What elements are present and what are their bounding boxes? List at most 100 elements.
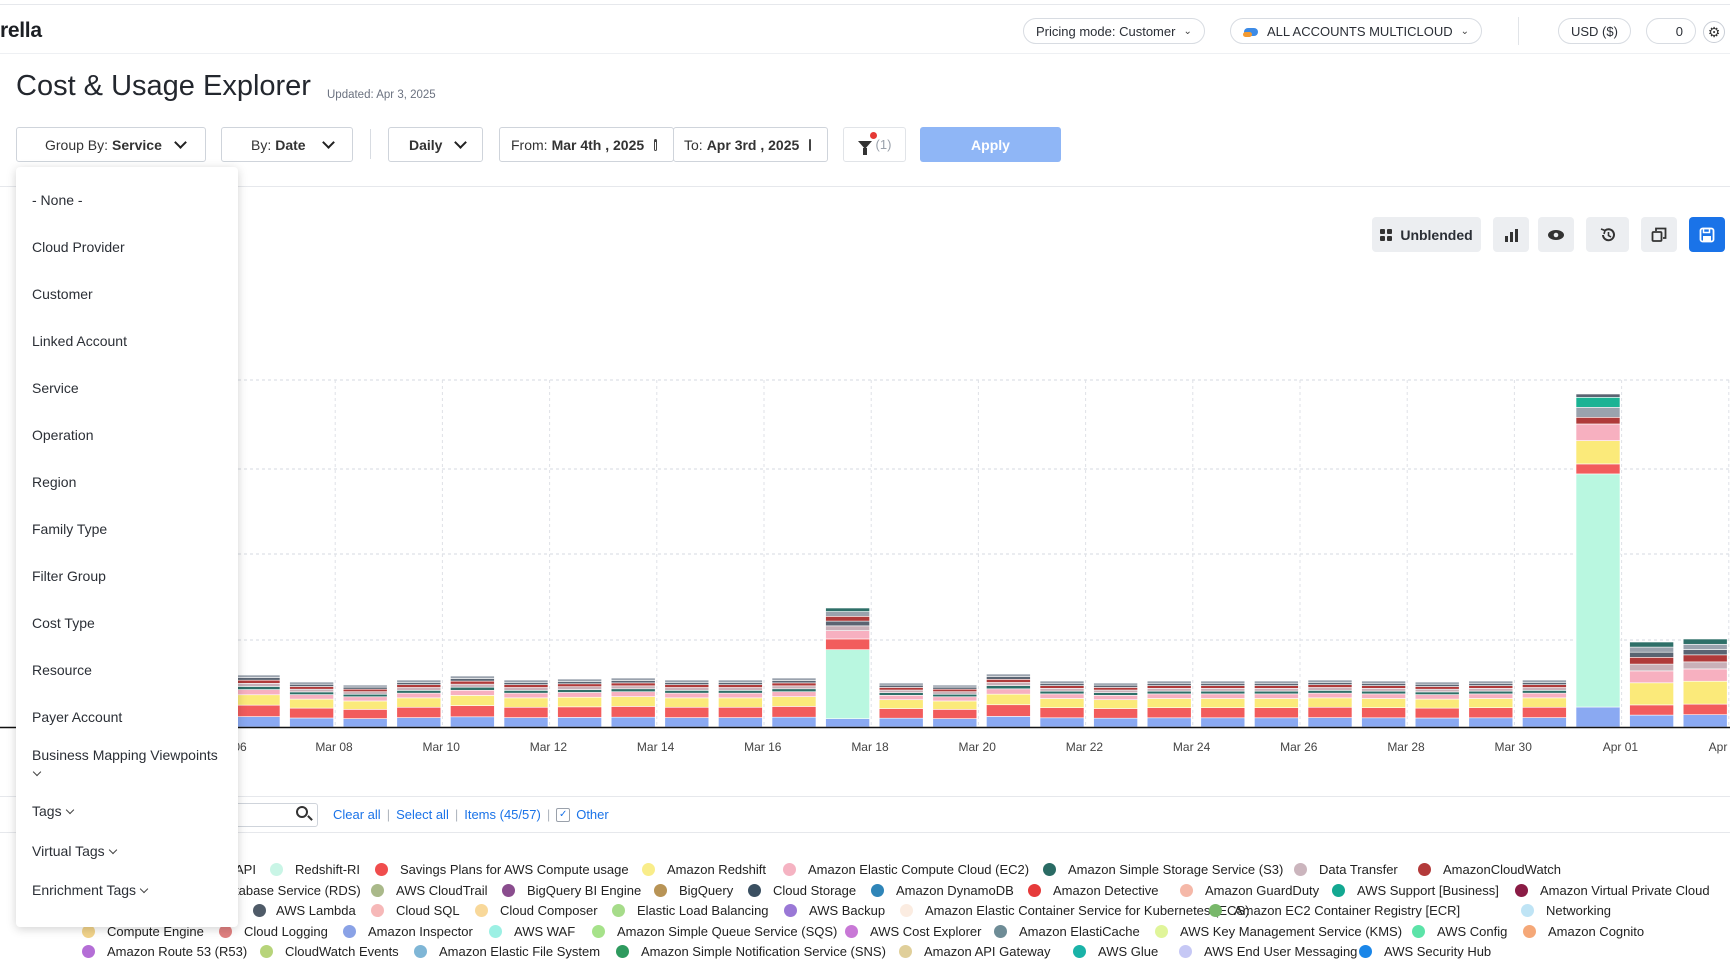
legend-item[interactable]: AWS Security Hub bbox=[1359, 944, 1491, 959]
legend-item[interactable]: BigQuery bbox=[654, 883, 733, 898]
dropdown-option[interactable]: Region bbox=[32, 474, 77, 490]
chart-bar[interactable] bbox=[1575, 393, 1621, 728]
chart-type-button[interactable] bbox=[1493, 217, 1529, 252]
legend-item[interactable]: Amazon Route 53 (R53) bbox=[82, 944, 247, 959]
legend-item[interactable]: AWS WAF bbox=[489, 924, 575, 939]
clear-all-link[interactable]: Clear all bbox=[333, 807, 381, 822]
dropdown-option[interactable]: Payer Account bbox=[32, 709, 123, 725]
dropdown-option[interactable]: Business Mapping Viewpoints bbox=[32, 747, 218, 763]
legend-item[interactable]: Amazon Inspector bbox=[343, 924, 473, 939]
accounts-select[interactable]: ALL ACCOUNTS MULTICLOUD ⌄ bbox=[1230, 18, 1483, 44]
other-checkbox[interactable]: ✓ bbox=[556, 807, 571, 822]
legend-item[interactable]: Data Transfer bbox=[1294, 862, 1398, 877]
dropdown-option[interactable]: Resource bbox=[32, 662, 92, 678]
chart-bar[interactable] bbox=[664, 679, 710, 728]
legend-item[interactable]: Amazon API Gateway bbox=[899, 944, 1050, 959]
legend-item[interactable]: AWS Glue bbox=[1073, 944, 1158, 959]
granularity-select[interactable]: Daily bbox=[388, 127, 483, 162]
group-by-select[interactable]: Group By: Service bbox=[16, 127, 206, 162]
to-date-picker[interactable]: To: Apr 3rd , 2025 bbox=[673, 127, 828, 162]
items-count-link[interactable]: Items (45/57) bbox=[464, 807, 541, 822]
chart-bar[interactable] bbox=[610, 677, 656, 728]
legend-item[interactable]: Amazon Cognito bbox=[1523, 924, 1644, 939]
pricing-mode-select[interactable]: Pricing mode: Customer ⌄ bbox=[1023, 18, 1205, 44]
currency-select[interactable]: USD ($) bbox=[1558, 18, 1631, 44]
from-date-picker[interactable]: From: Mar 4th , 2025 bbox=[499, 127, 674, 162]
chart-bar[interactable] bbox=[1522, 679, 1567, 728]
dropdown-expandable-option[interactable]: Virtual Tags bbox=[32, 843, 117, 859]
legend-item[interactable]: Amazon Virtual Private Cloud bbox=[1515, 883, 1710, 898]
legend-item[interactable]: AmazonCloudWatch bbox=[1418, 862, 1561, 877]
chart-bar[interactable] bbox=[1414, 681, 1460, 728]
legend-item[interactable]: Networking bbox=[1521, 903, 1611, 918]
chevron-down-icon[interactable] bbox=[32, 765, 42, 781]
legend-item[interactable]: BigQuery BI Engine bbox=[502, 883, 641, 898]
chart-bar[interactable] bbox=[1682, 638, 1728, 728]
legend-item[interactable]: AWS Lambda bbox=[253, 903, 356, 918]
dropdown-option[interactable]: - None - bbox=[32, 192, 83, 208]
legend-item[interactable]: AWS Cost Explorer bbox=[845, 924, 982, 939]
save-button[interactable] bbox=[1689, 217, 1725, 252]
other-label[interactable]: Other bbox=[576, 807, 609, 822]
apply-button[interactable]: Apply bbox=[920, 127, 1061, 162]
legend-item[interactable]: Cloud Composer bbox=[475, 903, 598, 918]
chart-bar[interactable] bbox=[1629, 641, 1674, 728]
legend-item[interactable]: AWS Support [Business] bbox=[1332, 883, 1499, 898]
legend-item[interactable]: tabase Service (RDS) bbox=[235, 883, 361, 898]
by-select[interactable]: By: Date bbox=[221, 127, 353, 162]
reset-button[interactable] bbox=[1586, 217, 1629, 252]
dropdown-expandable-option[interactable]: Tags bbox=[32, 803, 74, 819]
legend-item[interactable]: Amazon Elastic Container Service for Kub… bbox=[900, 903, 1249, 918]
filter-button[interactable]: (1) bbox=[843, 127, 906, 162]
legend-item[interactable]: Cloud Storage bbox=[748, 883, 856, 898]
chart-bar[interactable] bbox=[557, 678, 602, 728]
unblended-button[interactable]: Unblended bbox=[1372, 217, 1481, 252]
dropdown-option[interactable]: Cloud Provider bbox=[32, 239, 125, 255]
chart-bar[interactable] bbox=[1146, 680, 1192, 728]
dropdown-option[interactable]: Filter Group bbox=[32, 568, 106, 584]
chart-bar[interactable] bbox=[1307, 679, 1353, 728]
legend-item[interactable]: API bbox=[235, 862, 256, 877]
chart-bar[interactable] bbox=[235, 674, 281, 728]
legend-item[interactable]: Savings Plans for AWS Compute usage bbox=[375, 862, 629, 877]
legend-item[interactable]: AWS Backup bbox=[784, 903, 885, 918]
legend-item[interactable]: Compute Engine bbox=[82, 924, 204, 939]
legend-item[interactable]: CloudWatch Events bbox=[260, 944, 399, 959]
dropdown-option[interactable]: Customer bbox=[32, 286, 93, 302]
chart-bar[interactable] bbox=[986, 673, 1031, 728]
search-icon[interactable] bbox=[296, 806, 308, 818]
legend-item[interactable]: Amazon Elastic File System bbox=[414, 944, 600, 959]
chart-bar[interactable] bbox=[932, 684, 978, 728]
legend-item[interactable]: Amazon Elastic Compute Cloud (EC2) bbox=[783, 862, 1029, 877]
chart-bar[interactable] bbox=[342, 684, 388, 728]
legend-item[interactable]: Amazon ElastiCache bbox=[994, 924, 1140, 939]
chart-bar[interactable] bbox=[450, 675, 495, 728]
legend-item[interactable]: AWS End User Messaging bbox=[1179, 944, 1357, 959]
legend-item[interactable]: Amazon Detective bbox=[1028, 883, 1159, 898]
legend-item[interactable]: AWS CloudTrail bbox=[371, 883, 488, 898]
duplicate-button[interactable] bbox=[1641, 217, 1677, 252]
legend-item[interactable]: Cloud SQL bbox=[371, 903, 460, 918]
chart-bar[interactable] bbox=[1039, 680, 1085, 728]
chart-bar[interactable] bbox=[771, 677, 817, 728]
dropdown-option[interactable]: Operation bbox=[32, 427, 94, 443]
chart-bar[interactable] bbox=[1093, 682, 1138, 728]
legend-item[interactable]: Amazon GuardDuty bbox=[1180, 883, 1319, 898]
chart-bar[interactable] bbox=[1254, 680, 1299, 728]
dropdown-option[interactable]: Cost Type bbox=[32, 615, 95, 631]
chart-bar[interactable] bbox=[1200, 680, 1246, 728]
legend-item[interactable]: Amazon Redshift bbox=[642, 862, 766, 877]
legend-item[interactable]: AWS Config bbox=[1412, 924, 1507, 939]
legend-item[interactable]: Amazon EC2 Container Registry [ECR] bbox=[1209, 903, 1460, 918]
legend-item[interactable]: Cloud Logging bbox=[219, 924, 328, 939]
chart-bar[interactable] bbox=[289, 681, 334, 728]
chart-bar[interactable] bbox=[718, 679, 763, 728]
dropdown-option[interactable]: Linked Account bbox=[32, 333, 127, 349]
gear-icon[interactable]: ⚙ bbox=[1703, 21, 1725, 43]
view-button[interactable] bbox=[1538, 217, 1574, 252]
dropdown-option[interactable]: Service bbox=[32, 380, 79, 396]
chart-bar[interactable] bbox=[396, 679, 442, 728]
legend-item[interactable]: Elastic Load Balancing bbox=[612, 903, 769, 918]
chart-bar[interactable] bbox=[825, 607, 870, 728]
legend-item[interactable]: Amazon DynamoDB bbox=[871, 883, 1014, 898]
